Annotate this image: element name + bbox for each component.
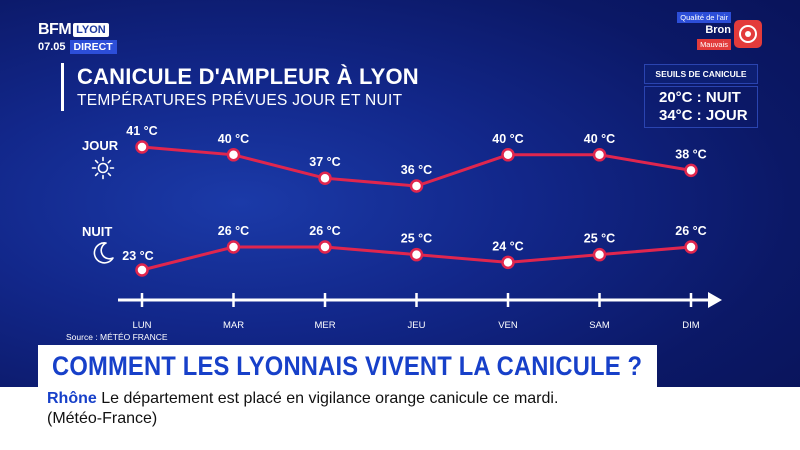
data-point-nuit <box>226 240 241 254</box>
chart-title: CANICULE D'AMPLEUR À LYON <box>77 64 419 89</box>
news-ticker <box>0 387 800 450</box>
thresholds-box: 20°C : NUIT 34°C : JOUR <box>644 86 758 128</box>
data-point-nuit <box>501 255 515 270</box>
clock-bar: 07.05 DIRECT <box>38 39 117 54</box>
data-label-nuit: 26 °C <box>675 224 706 238</box>
channel-brand: BFM <box>38 21 72 38</box>
air-quality-city: Bron <box>705 24 731 36</box>
series-label-nuit: NUIT <box>82 224 113 239</box>
data-label-nuit: 26 °C <box>309 224 340 238</box>
data-point-nuit <box>409 247 424 262</box>
data-point-jour <box>226 148 241 162</box>
data-label-jour: 38 °C <box>675 147 706 161</box>
ticker-line-1: Rhône Le département est placé en vigila… <box>47 390 558 408</box>
data-label-nuit: 26 °C <box>218 224 249 238</box>
data-label-nuit: 25 °C <box>584 232 615 246</box>
chart-source: Source : MÉTÉO FRANCE <box>66 332 168 342</box>
data-label-jour: 36 °C <box>401 163 432 177</box>
data-label-jour: 41 °C <box>126 124 157 138</box>
chart-subtitle: TEMPÉRATURES PRÉVUES JOUR ET NUIT <box>77 92 403 109</box>
threshold-night: 20°C : NUIT <box>659 89 741 106</box>
data-label-nuit: 25 °C <box>401 232 432 246</box>
headline-text: COMMENT LES LYONNAIS VIVENT LA CANICULE … <box>52 351 643 381</box>
data-point-nuit <box>592 247 607 262</box>
data-point-nuit <box>684 240 698 254</box>
x-tick-label: SAM <box>589 320 610 331</box>
sun-icon <box>91 156 115 180</box>
data-point-jour <box>318 171 332 185</box>
data-point-nuit <box>318 240 332 254</box>
clock-time: 07.05 <box>38 40 66 53</box>
headline-banner: COMMENT LES LYONNAIS VIVENT LA CANICULE … <box>38 345 657 387</box>
data-label-jour: 40 °C <box>492 132 523 146</box>
air-quality-label: Qualité de l'air <box>677 12 731 23</box>
data-label-nuit: 23 °C <box>122 249 153 263</box>
x-tick-label: LUN <box>132 320 151 331</box>
x-tick-label: MAR <box>223 320 244 331</box>
x-tick-label: DIM <box>682 320 700 331</box>
x-tick-label: VEN <box>498 320 518 331</box>
channel-logo: BFM LYON <box>38 21 109 38</box>
x-tick-label: MER <box>314 320 335 331</box>
air-quality-icon <box>734 20 762 48</box>
thresholds-header: SEUILS DE CANICULE <box>644 64 758 84</box>
x-axis-arrow <box>708 292 722 308</box>
ticker-line-2: (Météo-France) <box>47 410 158 427</box>
data-point-jour <box>409 179 424 193</box>
data-label-jour: 37 °C <box>309 155 340 169</box>
data-label-jour: 40 °C <box>218 132 249 146</box>
data-point-nuit <box>135 263 149 277</box>
series-label-jour: JOUR <box>82 138 119 153</box>
moon-icon <box>93 242 114 264</box>
x-tick-label: JEU <box>408 320 426 331</box>
title-accent-bar <box>61 63 64 111</box>
air-quality-status: Mauvais <box>697 39 731 50</box>
air-quality-widget: Qualité de l'air Bron Mauvais <box>666 12 766 52</box>
data-label-jour: 40 °C <box>584 132 615 146</box>
ticker-keyword: Rhône <box>47 390 97 407</box>
data-label-nuit: 24 °C <box>492 239 523 253</box>
data-point-jour <box>684 163 698 178</box>
ticker-text: Le département est placé en vigilance or… <box>96 390 559 407</box>
data-point-jour <box>135 140 149 154</box>
data-point-jour <box>501 148 515 162</box>
channel-city: LYON <box>73 23 109 37</box>
threshold-day: 34°C : JOUR <box>659 107 748 124</box>
data-point-jour <box>592 148 607 162</box>
live-badge: DIRECT <box>69 39 117 54</box>
